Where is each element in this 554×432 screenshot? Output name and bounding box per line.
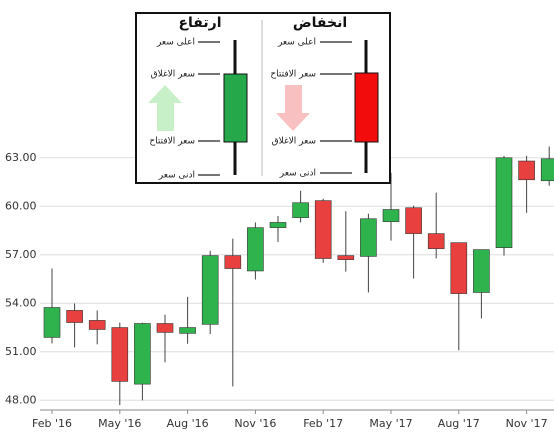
x-tick-label: Aug '16 bbox=[167, 417, 209, 430]
up-arrow bbox=[148, 85, 182, 131]
candle-body bbox=[360, 218, 377, 257]
candle-body bbox=[382, 209, 400, 222]
candle-body bbox=[540, 158, 554, 182]
x-tick-label: May '16 bbox=[98, 417, 141, 430]
legend-label: ادنى سعر bbox=[279, 169, 316, 179]
x-tick-label: Feb '16 bbox=[32, 417, 72, 430]
candle-body bbox=[156, 323, 174, 333]
candle-body bbox=[518, 160, 535, 181]
candle-body bbox=[111, 327, 129, 382]
y-tick-label: 63.00 bbox=[5, 151, 37, 164]
legend-label: سعر الاغلاق bbox=[151, 70, 195, 80]
y-tick-label: 57.00 bbox=[5, 248, 37, 261]
candle-body bbox=[337, 255, 355, 260]
legend-label: اعلى سعر bbox=[156, 38, 195, 48]
candle-body bbox=[269, 222, 287, 228]
legend-label: ادنى سعر bbox=[158, 171, 195, 181]
candle-body bbox=[314, 200, 332, 259]
sample-candle bbox=[223, 73, 248, 143]
legend-inset: انخفاض ارتفاع اعلى سعر سعر الافتتاح سعر … bbox=[135, 12, 391, 184]
candle-body bbox=[179, 327, 196, 334]
y-tick-label: 60.00 bbox=[5, 199, 37, 212]
legend-label: اعلى سعر bbox=[277, 38, 316, 48]
candle-body bbox=[473, 249, 490, 293]
x-tick-label: Feb '17 bbox=[303, 417, 343, 430]
candle-body bbox=[247, 227, 264, 272]
candle-body bbox=[495, 157, 513, 248]
legend-label: سعر الافتتاح bbox=[149, 137, 195, 147]
legend-label: سعر الاغلاق bbox=[272, 137, 316, 147]
down-arrow bbox=[276, 85, 310, 131]
candle-body bbox=[43, 307, 61, 338]
x-tick-label: Nov '16 bbox=[234, 417, 276, 430]
candle-body bbox=[134, 323, 151, 385]
candle-body bbox=[292, 202, 309, 218]
legend-label: سعر الافتتاح bbox=[270, 70, 316, 80]
legend-title: انخفاض bbox=[293, 15, 347, 31]
x-tick-label: Nov '17 bbox=[506, 417, 548, 430]
legend-title: ارتفاع bbox=[178, 15, 221, 31]
candle-body bbox=[427, 233, 445, 249]
x-tick-label: Aug '17 bbox=[438, 417, 480, 430]
candle-body bbox=[66, 310, 83, 323]
y-tick-label: 54.00 bbox=[5, 296, 37, 309]
y-tick-label: 48.00 bbox=[5, 393, 37, 406]
plot-area: 48.00 51.00 54.00 57.00 60.00 63.00 Feb '16 May… bbox=[5, 146, 554, 430]
y-tick-label: 51.00 bbox=[5, 345, 37, 358]
candle-body bbox=[450, 242, 468, 294]
candle-body bbox=[405, 207, 422, 234]
candle-body bbox=[224, 255, 242, 269]
x-tick-label: May '17 bbox=[369, 417, 412, 430]
candle-body bbox=[88, 320, 106, 330]
legend-box bbox=[135, 12, 391, 184]
candle-body bbox=[201, 255, 219, 325]
sample-candle bbox=[354, 72, 379, 143]
